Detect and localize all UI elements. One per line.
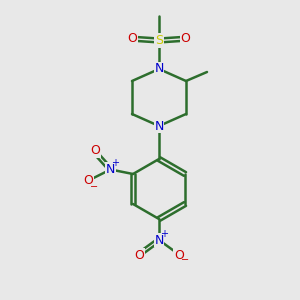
Text: N: N	[154, 119, 164, 133]
Text: O: O	[134, 249, 144, 262]
Text: N: N	[154, 233, 164, 247]
Text: N: N	[154, 62, 164, 76]
Text: −: −	[90, 182, 98, 192]
Text: O: O	[181, 32, 190, 46]
Text: S: S	[155, 34, 163, 47]
Text: −: −	[181, 255, 189, 266]
Text: O: O	[90, 144, 100, 158]
Text: O: O	[83, 174, 93, 188]
Text: O: O	[128, 32, 137, 46]
Text: N: N	[106, 163, 115, 176]
Text: O: O	[174, 249, 184, 262]
Text: +: +	[111, 158, 119, 168]
Text: +: +	[160, 229, 168, 239]
